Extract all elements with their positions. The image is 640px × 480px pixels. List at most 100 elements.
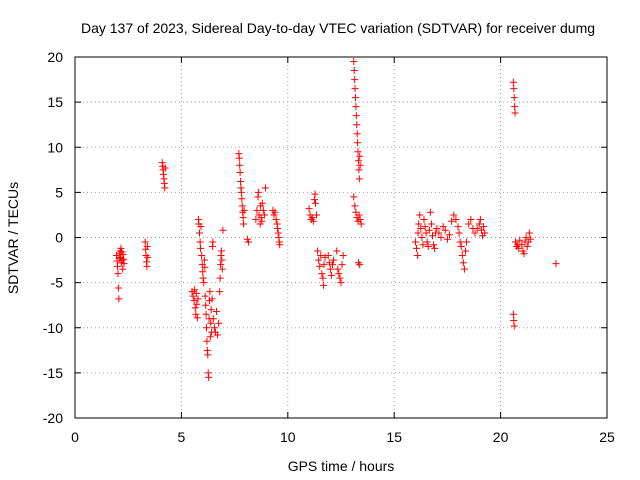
data-point	[520, 250, 528, 258]
data-point	[204, 351, 212, 359]
data-point	[338, 261, 346, 269]
data-point	[271, 208, 279, 216]
x-tick-label: 0	[71, 429, 79, 445]
data-point	[351, 202, 359, 210]
data-point	[414, 252, 422, 260]
data-point	[202, 301, 210, 309]
data-point	[321, 253, 329, 261]
data-point	[198, 252, 206, 260]
data-point	[196, 238, 204, 246]
data-point	[272, 215, 280, 223]
data-point	[119, 265, 127, 273]
data-point	[416, 211, 424, 219]
data-point	[424, 243, 432, 251]
data-point	[258, 199, 266, 207]
data-point	[244, 238, 252, 246]
data-point	[356, 152, 364, 160]
data-point	[355, 175, 363, 183]
data-point	[356, 161, 364, 169]
data-point	[190, 297, 198, 305]
data-point	[475, 220, 483, 228]
data-point	[203, 337, 211, 345]
data-point	[325, 259, 333, 267]
data-point	[318, 270, 326, 278]
data-point	[261, 184, 269, 192]
data-point	[309, 217, 317, 225]
data-point	[202, 310, 210, 318]
data-point	[441, 226, 449, 234]
data-point	[206, 333, 214, 341]
data-point	[215, 319, 223, 327]
data-point	[455, 229, 463, 237]
data-point	[509, 78, 517, 86]
data-point	[354, 148, 362, 156]
grid	[75, 57, 607, 418]
data-point	[203, 324, 211, 332]
data-point	[357, 220, 365, 228]
data-point	[355, 166, 363, 174]
data-point	[336, 274, 344, 282]
data-point	[192, 289, 200, 297]
data-point	[235, 154, 243, 162]
data-point	[218, 256, 226, 264]
data-point	[511, 109, 519, 117]
data-point	[274, 224, 282, 232]
axis-ticks: 0 5 10 15 20 25 -20 -15 -10 -5 0 5 10 15 20	[43, 49, 615, 445]
data-point	[199, 268, 207, 276]
data-point	[200, 256, 208, 264]
chart-title: Day 137 of 2023, Sidereal Day-to-day VTE…	[81, 20, 595, 36]
data-point	[355, 211, 363, 219]
data-point	[333, 247, 341, 255]
data-point	[274, 229, 282, 237]
y-tick-label: -5	[51, 275, 64, 291]
data-point	[191, 286, 199, 294]
data-point	[238, 202, 246, 210]
data-point	[448, 217, 456, 225]
data-point	[324, 252, 332, 260]
data-point	[417, 224, 425, 232]
data-point	[476, 215, 484, 223]
data-point	[161, 164, 169, 172]
data-point	[201, 263, 209, 271]
data-point	[420, 215, 428, 223]
data-point	[443, 235, 451, 243]
data-point	[415, 220, 423, 228]
data-point	[209, 315, 217, 323]
data-point	[192, 310, 200, 318]
data-point	[353, 121, 361, 129]
data-point	[430, 241, 438, 249]
x-tick-label: 15	[386, 429, 402, 445]
x-tick-label: 25	[599, 429, 615, 445]
data-point	[254, 188, 262, 196]
data-point	[427, 220, 435, 228]
data-point	[446, 231, 454, 239]
data-point	[193, 314, 201, 322]
data-point	[339, 252, 347, 260]
y-tick-label: 20	[47, 49, 63, 65]
data-point	[471, 229, 479, 237]
data-point	[237, 188, 245, 196]
data-point	[426, 208, 434, 216]
data-point	[526, 235, 534, 243]
data-point	[413, 244, 421, 252]
data-point	[207, 306, 215, 314]
data-point	[463, 238, 471, 246]
x-axis-label: GPS time / hours	[288, 458, 395, 474]
data-point	[326, 265, 334, 273]
data-point	[460, 265, 468, 273]
data-point	[350, 67, 358, 75]
data-point	[437, 234, 445, 241]
data-point	[351, 94, 359, 102]
data-point	[356, 215, 364, 223]
y-tick-label: -10	[43, 320, 63, 336]
data-point	[314, 247, 322, 255]
data-point	[328, 261, 336, 269]
data-points	[112, 58, 560, 381]
data-point	[461, 247, 469, 255]
data-point	[352, 112, 360, 120]
data-point	[418, 234, 426, 241]
data-point	[114, 284, 122, 292]
data-point	[525, 229, 533, 237]
data-point	[258, 217, 266, 225]
